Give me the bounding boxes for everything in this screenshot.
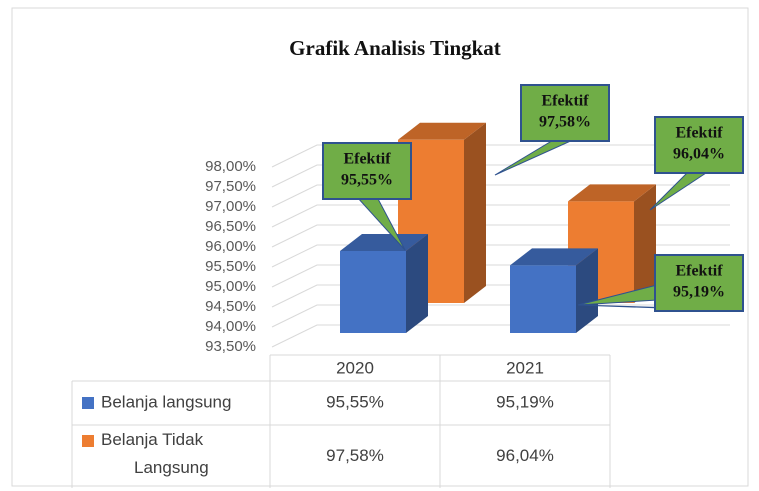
legend-line: Langsung <box>134 458 209 477</box>
legend-swatch <box>82 397 94 409</box>
bar-side <box>576 248 598 333</box>
bar-front <box>340 251 406 333</box>
y-tick-label: 96,50% <box>205 218 256 235</box>
y-tick-label: 94,50% <box>205 298 256 315</box>
y-tick-label: 93,50% <box>205 338 256 355</box>
callout-value: 95,19% <box>673 284 725 301</box>
bar <box>340 234 428 333</box>
bar-side <box>464 122 486 303</box>
bar-top <box>568 184 656 202</box>
bar-top <box>340 234 428 251</box>
callout-box <box>654 254 744 312</box>
callout-label: Efektif <box>541 93 589 110</box>
table-value: 96,04% <box>496 446 554 465</box>
callout-box <box>520 84 610 142</box>
x-tick-label: 2020 <box>336 358 374 377</box>
y-tick-label: 95,50% <box>205 258 256 275</box>
y-tick-label: 95,00% <box>205 278 256 295</box>
y-tick-label: 96,00% <box>205 238 256 255</box>
callout-box <box>654 116 744 174</box>
callout-label: Efektif <box>675 263 723 280</box>
callout-value: 97,58% <box>539 114 591 131</box>
bar-side <box>634 184 656 303</box>
grid-line <box>271 324 730 348</box>
callout-box <box>322 142 412 200</box>
table-value: 95,19% <box>496 392 554 411</box>
bar-top <box>398 122 486 140</box>
callout-value: 95,55% <box>341 172 393 189</box>
bar <box>510 248 598 333</box>
y-tick-label: 98,00% <box>205 158 256 175</box>
grid-line <box>271 144 730 168</box>
x-tick-label: 2021 <box>506 358 544 377</box>
callout-label: Efektif <box>675 125 723 142</box>
legend-label: Belanja Tidak Langsung <box>101 430 209 477</box>
bar-side <box>406 234 428 333</box>
legend-swatch <box>82 435 94 447</box>
legend-label: Belanja langsung <box>101 392 231 411</box>
callout-value: 96,04% <box>673 146 725 163</box>
y-tick-label: 97,50% <box>205 178 256 195</box>
table-value: 97,58% <box>326 446 384 465</box>
grid-line <box>271 164 730 188</box>
legend-line: Belanja Tidak <box>101 430 204 449</box>
bar-front <box>510 265 576 333</box>
chart-title: Grafik Analisis Tingkat <box>289 36 501 60</box>
bar-top <box>510 248 598 266</box>
y-tick-label: 97,00% <box>205 198 256 215</box>
bar <box>398 122 486 303</box>
y-tick-label: 94,00% <box>205 318 256 335</box>
callout-label: Efektif <box>343 151 391 168</box>
table-value: 95,55% <box>326 392 384 411</box>
